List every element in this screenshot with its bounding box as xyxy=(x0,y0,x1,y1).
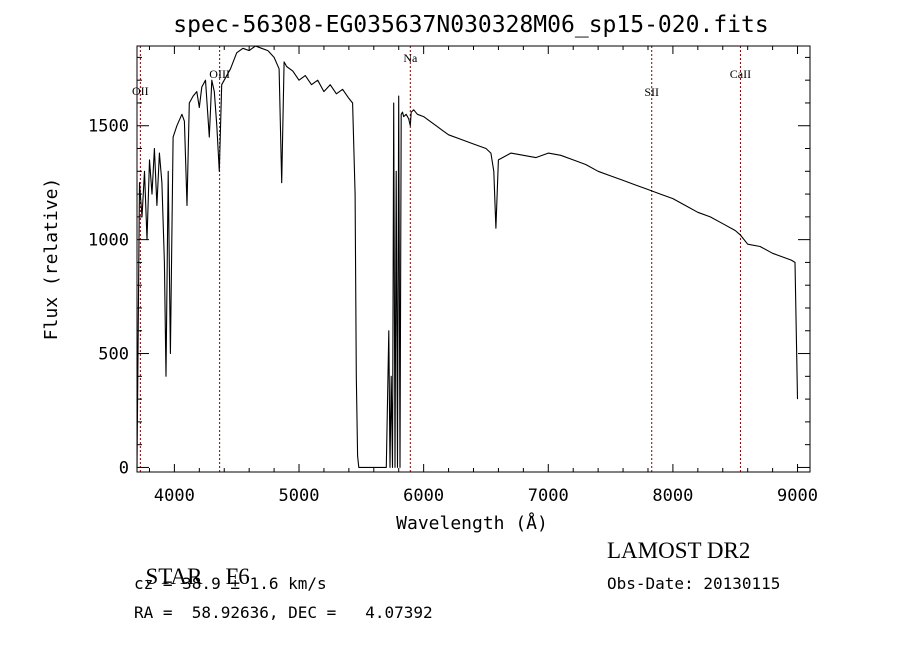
x-axis-label: Wavelength (Å) xyxy=(396,512,548,534)
object-subclass: F6 xyxy=(225,564,250,589)
obs-date-text: Obs-Date: 20130115 xyxy=(607,574,781,593)
line-marker-label: OIII xyxy=(209,67,230,81)
x-tick-label: 6000 xyxy=(403,486,444,506)
y-axis-label: Flux (relative) xyxy=(41,178,62,341)
survey-label: LAMOST DR2 xyxy=(607,538,751,563)
y-tick-label: 1500 xyxy=(88,117,129,137)
object-type: STAR xyxy=(145,564,203,589)
coordinates-text: RA = 58.92636, DEC = 4.07392 xyxy=(134,603,433,622)
y-tick-label: 500 xyxy=(98,345,129,365)
x-tick-label: 9000 xyxy=(777,486,818,506)
redshift-text: cz = 38.9 ± 1.6 km/s xyxy=(134,574,327,593)
x-tick-label: 8000 xyxy=(652,486,693,506)
chart-title: spec-56308-EG035637N030328M06_sp15-020.f… xyxy=(173,12,768,38)
plot-frame xyxy=(136,45,811,473)
x-tick-label: 5000 xyxy=(279,486,320,506)
y-tick-label: 1000 xyxy=(88,231,129,251)
line-marker-label: CaII xyxy=(730,67,751,81)
x-tick-label: 7000 xyxy=(528,486,569,506)
x-tick-label: 4000 xyxy=(154,486,195,506)
spectrum-series-line xyxy=(136,45,799,468)
line-marker-label: SII xyxy=(644,85,659,99)
line-marker-label: OII xyxy=(132,84,149,98)
y-tick-label: 0 xyxy=(119,458,129,478)
line-marker-label: Na xyxy=(403,51,418,65)
